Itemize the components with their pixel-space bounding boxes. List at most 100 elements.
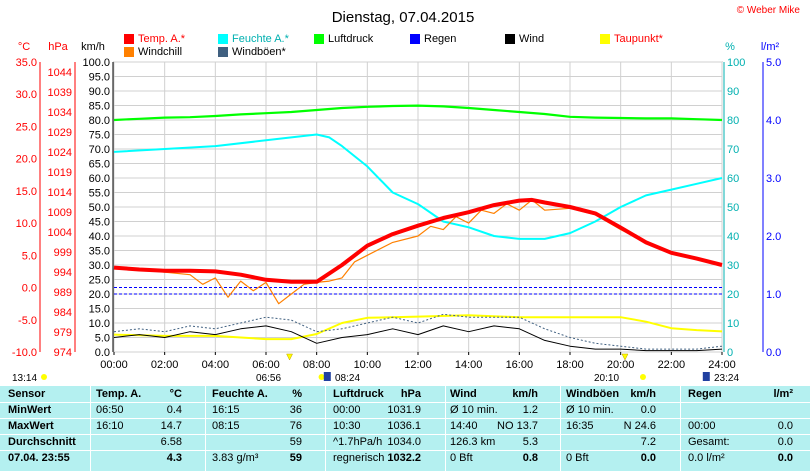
table-divider: [325, 386, 326, 471]
table-header-cell: hPa: [400, 388, 421, 400]
table-header-row: Sensor Temp. A. °C Feuchte A.% Luftdruck hPa W…: [0, 386, 810, 402]
table-header-cell: °C: [169, 388, 182, 400]
table-cell: ^1.7hPa/h: [333, 436, 383, 448]
table-cell: 08:15: [212, 420, 240, 432]
rain-tick-label: 5.0: [766, 57, 781, 69]
legend-label: Temp. A.*: [138, 32, 186, 45]
table-cell: 00:00: [333, 404, 361, 416]
pressure-tick-label: 989: [54, 287, 72, 299]
temp-tick-label: 0.0: [22, 283, 37, 295]
marker-sunset-time: 20:10: [594, 373, 619, 384]
pressure-tick-label: 974: [54, 347, 72, 359]
series-taupunkt-line: [113, 314, 723, 341]
table-divider: [0, 450, 810, 451]
table-cell: 0.0: [640, 452, 656, 464]
moon-icon: [323, 372, 331, 381]
time-tick-label: 18:00: [556, 359, 584, 371]
table-cell: 76: [289, 420, 302, 432]
table-header-cell: Temp. A.: [96, 388, 142, 400]
table-cell: 1034.0: [387, 436, 421, 448]
table-cell: 0.8: [522, 452, 538, 464]
sunrise-marker: [286, 353, 293, 361]
temp-tick-label: 30.0: [16, 89, 37, 101]
wind-tick-label: 20.0: [89, 289, 110, 301]
humidity-tick-label: 40: [727, 231, 739, 243]
series-feuchtea-line: [113, 133, 723, 240]
legend-label: Feuchte A.*: [232, 32, 289, 45]
statistics-table: Sensor Temp. A. °C Feuchte A.% Luftdruck hPa W…: [0, 386, 810, 471]
time-tick-label: 14:00: [455, 359, 483, 371]
humidity-tick-label: 90: [727, 86, 739, 98]
table-cell: 14:40: [450, 420, 478, 432]
humidity-tick-label: 70: [727, 144, 739, 156]
temp-tick-label: 10.0: [16, 218, 37, 230]
sunset-marker: [621, 353, 629, 361]
moon-icon: [702, 372, 710, 381]
time-tick-label: 12:00: [404, 359, 432, 371]
table-cell: 0.0: [640, 404, 656, 416]
wind-tick-label: 30.0: [89, 260, 110, 272]
series-windben-line: [113, 313, 723, 350]
chart-title: Dienstag, 07.04.2015: [332, 9, 475, 26]
series-tempa-line: [113, 197, 723, 284]
humidity-tick-label: 30: [727, 260, 739, 272]
time-tick-label: 06:00: [252, 359, 280, 371]
table-header-cell: km/h: [630, 388, 656, 400]
wind-tick-label: 60.0: [89, 173, 110, 185]
legend-swatch: [124, 46, 134, 57]
table-header-cell: Feuchte A.: [212, 388, 268, 400]
temp-tick-label: -5.0: [18, 315, 37, 327]
table-cell: 6.58: [160, 436, 182, 448]
time-tick-label: 08:00: [303, 359, 331, 371]
table-cell: 7.2: [640, 436, 656, 448]
humidity-unit-label: %: [725, 41, 735, 53]
table-cell: 0 Bft: [566, 452, 589, 464]
table-cell: regnerisch: [333, 452, 385, 464]
wind-tick-label: 65.0: [89, 159, 110, 171]
legend-item: Temp. A.*: [124, 32, 185, 45]
legend-item: Windböen*: [218, 45, 286, 58]
marker-left-time: 13:14: [12, 373, 37, 384]
table-cell: 4.3: [166, 452, 182, 464]
table-cell: 0.0: [777, 420, 793, 432]
table-cell: 00:00: [688, 420, 716, 432]
sun-moon-markers: [41, 353, 710, 381]
legend-label: Regen: [424, 32, 457, 45]
time-tick-label: 02:00: [151, 359, 179, 371]
pressure-tick-label: 1034: [48, 107, 72, 119]
time-tick-label: 16:00: [506, 359, 534, 371]
table-cell: 0.0 l/m²: [688, 452, 725, 464]
pressure-tick-label: 1014: [48, 187, 72, 199]
table-cell: 06:50: [96, 404, 124, 416]
legend-item: Feuchte A.*: [218, 32, 289, 45]
wind-tick-label: 80.0: [89, 115, 110, 127]
table-header-cell: km/h: [512, 388, 538, 400]
table-cell: Gesamt:: [688, 436, 730, 448]
table-divider: [560, 386, 561, 471]
table-row-label: Durchschnitt: [8, 436, 76, 448]
pressure-tick-label: 1029: [48, 127, 72, 139]
table-row-label: MaxWert: [8, 420, 54, 432]
table-header-cell: Luftdruck: [333, 388, 384, 400]
table-divider: [0, 434, 810, 435]
pressure-tick-label: 979: [54, 327, 72, 339]
rain-tick-label: 1.0: [766, 289, 781, 301]
pressure-tick-label: 994: [54, 267, 72, 279]
wind-tick-label: 15.0: [89, 304, 110, 316]
table-divider: [90, 386, 91, 471]
rain-tick-label: 3.0: [766, 173, 781, 185]
series-wind-line: [113, 325, 723, 352]
legend-item: Windchill: [124, 45, 182, 58]
wind-unit-label: km/h: [81, 41, 105, 53]
temp-tick-label: 35.0: [16, 57, 37, 69]
sun-icon: [41, 374, 47, 380]
table-cell: 0.4: [166, 404, 182, 416]
time-tick-label: 00:00: [100, 359, 128, 371]
table-cell: NO 13.7: [497, 420, 538, 432]
table-divider: [0, 418, 810, 419]
weather-chart: Dienstag, 07.04.2015 © Weber Mike °C hPa…: [12, 5, 801, 384]
table-header-cell: %: [292, 388, 302, 400]
wind-tick-label: 5.0: [95, 333, 110, 345]
pressure-tick-label: 1039: [48, 87, 72, 99]
marker-sunrise-time: 06:56: [256, 373, 281, 384]
